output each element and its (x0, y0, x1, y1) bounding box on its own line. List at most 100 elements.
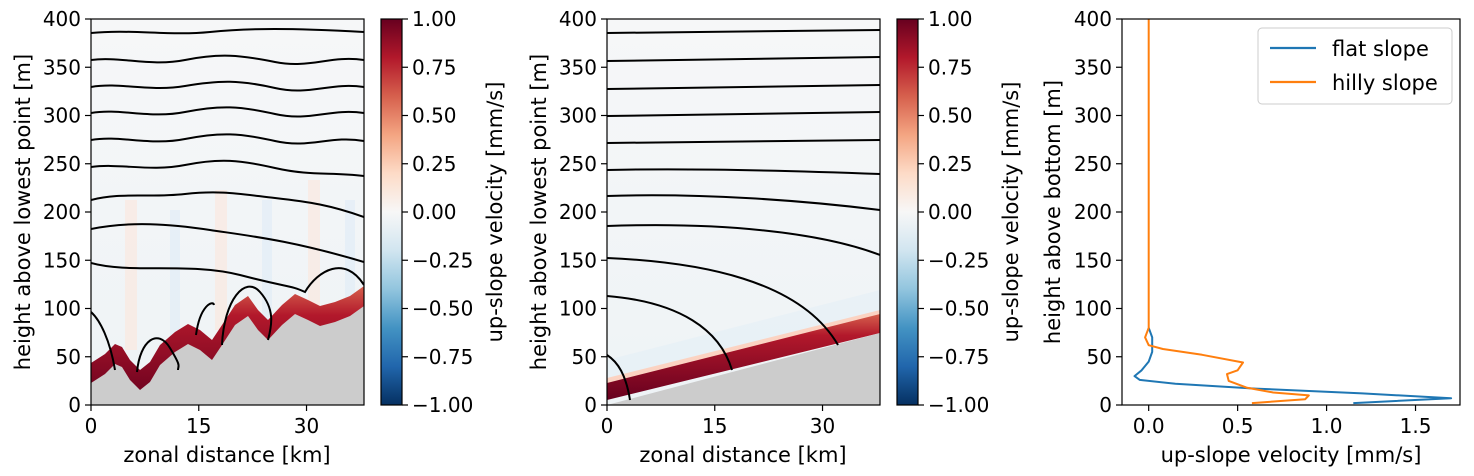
middle-colorbar-tick-label: −1.00 (928, 393, 989, 417)
left-y-tick-label: 50 (56, 345, 81, 369)
left-y-tick-label: 400 (43, 7, 81, 31)
left-colorbar-ticks: 1.00 0.75 0.50 0.25 0.00 −0.25 −0.50 −0.75 −1.00 (402, 7, 473, 417)
right-y-axis-label: height above bottom [m] (1041, 80, 1065, 344)
left-contour-line (91, 262, 364, 294)
left-colorbar-tick-label: −0.75 (412, 345, 473, 369)
middle-y-tick-label: 100 (559, 297, 597, 321)
legend: flat slope hilly slope (1257, 27, 1453, 105)
right-y-tick-label: 400 (1074, 7, 1112, 31)
left-colorbar: 1.00 0.75 0.50 0.25 0.00 −0.25 −0.50 −0.75 −1.00… (380, 7, 507, 417)
left-contour-line (91, 80, 364, 92)
right-y-tick-label: 100 (1074, 297, 1112, 321)
middle-colorbar-tick-label: 0.75 (928, 55, 973, 79)
left-y-axis-label: height above lowest point [m] (11, 54, 35, 370)
left-contour-line (91, 106, 364, 118)
middle-colorbar-tick-label: −0.25 (928, 248, 989, 272)
middle-contour-line (607, 56, 880, 62)
middle-colorbar-ticks: 1.00 0.75 0.50 0.25 0.00 −0.25 −0.50 −0.75 −1.00 (918, 7, 989, 417)
middle-colorbar-gradient (897, 19, 918, 405)
left-contour-line (91, 191, 364, 218)
left-contour-line (91, 54, 364, 65)
right-x-axis-label: up-slope velocity [mm/s] (1161, 443, 1422, 467)
middle-boundary-band (607, 314, 880, 400)
middle-colorbar-tick-label: −0.50 (928, 297, 989, 321)
middle-y-tick-label: 250 (559, 152, 597, 176)
middle-contour-line (607, 224, 880, 256)
left-y-tick-label: 200 (43, 200, 81, 224)
hilly-slope-line (1144, 19, 1310, 405)
left-colorbar-tick-label: −0.25 (412, 248, 473, 272)
middle-colorbar: 1.00 0.75 0.50 0.25 0.00 −0.25 −0.50 −0.75 −1.00… (896, 7, 1023, 417)
left-y-tick-label: 300 (43, 104, 81, 128)
left-colorbar-tick-label: 0.00 (412, 200, 457, 224)
right-y-tick-label: 350 (1074, 55, 1112, 79)
middle-contour-line (607, 29, 880, 34)
left-terrain (91, 306, 364, 405)
middle-colorbar-tick-label: 0.50 (928, 104, 973, 128)
left-colorbar-tick-label: 1.00 (412, 7, 457, 31)
middle-colorbar-tick-label: 1.00 (928, 7, 973, 31)
right-x-tick-label: 1.0 (1311, 414, 1343, 438)
right-series-lines (1133, 19, 1453, 405)
legend-label-flat: flat slope (1332, 37, 1429, 61)
left-y-tick-label: 0 (68, 393, 81, 417)
left-contour-line (91, 311, 116, 371)
left-contour-line (91, 159, 364, 177)
left-x-axis-label: zonal distance [km] (123, 443, 330, 467)
left-field-streak (345, 200, 355, 310)
left-y-tick-label: 250 (43, 152, 81, 176)
middle-colorbar-tick-label: 0.00 (928, 200, 973, 224)
middle-contour-line (607, 257, 839, 346)
middle-contour-line (607, 354, 631, 401)
middle-x-tick-label: 15 (702, 414, 727, 438)
middle-contour-line (607, 295, 733, 371)
middle-boundary-band (607, 310, 880, 384)
left-y-tick-label: 350 (43, 55, 81, 79)
middle-y-tick-label: 300 (559, 104, 597, 128)
right-x-tick-label: 0.5 (1222, 414, 1254, 438)
right-x-tick-label: 0.0 (1133, 414, 1165, 438)
middle-x-axis-label: zonal distance [km] (639, 443, 846, 467)
middle-contour-line (607, 194, 880, 211)
left-x-tick-label: 0 (85, 414, 98, 438)
left-y-tick-label: 100 (43, 297, 81, 321)
right-y-tick-label: 50 (1087, 345, 1112, 369)
left-contour-line (136, 337, 180, 373)
left-contour-line (221, 285, 273, 346)
middle-contour-line (607, 84, 880, 90)
right-x-tick-label: 1.5 (1400, 414, 1432, 438)
left-contour-line (195, 302, 215, 336)
middle-y-tick-label: 150 (559, 248, 597, 272)
flat-slope-line (1133, 327, 1453, 405)
left-field-streak (170, 210, 180, 340)
left-field-streak (308, 180, 320, 310)
middle-y-tick-label: 200 (559, 200, 597, 224)
middle-contour-line (607, 111, 880, 117)
middle-y-tick-label: 0 (584, 393, 597, 417)
legend-label-hilly: hilly slope (1332, 71, 1438, 95)
middle-colorbar-tick-label: 0.25 (928, 152, 973, 176)
left-colorbar-gradient (381, 19, 402, 405)
right-y-tick-label: 300 (1074, 104, 1112, 128)
middle-y-tick-label: 50 (572, 345, 597, 369)
right-y-tick-label: 250 (1074, 152, 1112, 176)
right-y-tick-label: 200 (1074, 200, 1112, 224)
middle-x-tick-label: 30 (810, 414, 835, 438)
right-y-tick-label: 150 (1074, 248, 1112, 272)
middle-contour-line (607, 139, 880, 144)
middle-x-tick-label: 0 (601, 414, 614, 438)
left-field-streak (125, 200, 137, 350)
middle-y-tick-label: 350 (559, 55, 597, 79)
left-x-tick-label: 15 (186, 414, 211, 438)
left-colorbar-tick-label: 0.75 (412, 55, 457, 79)
left-x-tick-label: 30 (294, 414, 319, 438)
left-contour-line (91, 223, 364, 263)
left-field-streak (215, 190, 227, 330)
middle-y-tick-label: 400 (559, 7, 597, 31)
middle-contour-line (607, 168, 880, 175)
middle-colorbar-label: up-slope velocity [mm/s] (999, 82, 1023, 343)
